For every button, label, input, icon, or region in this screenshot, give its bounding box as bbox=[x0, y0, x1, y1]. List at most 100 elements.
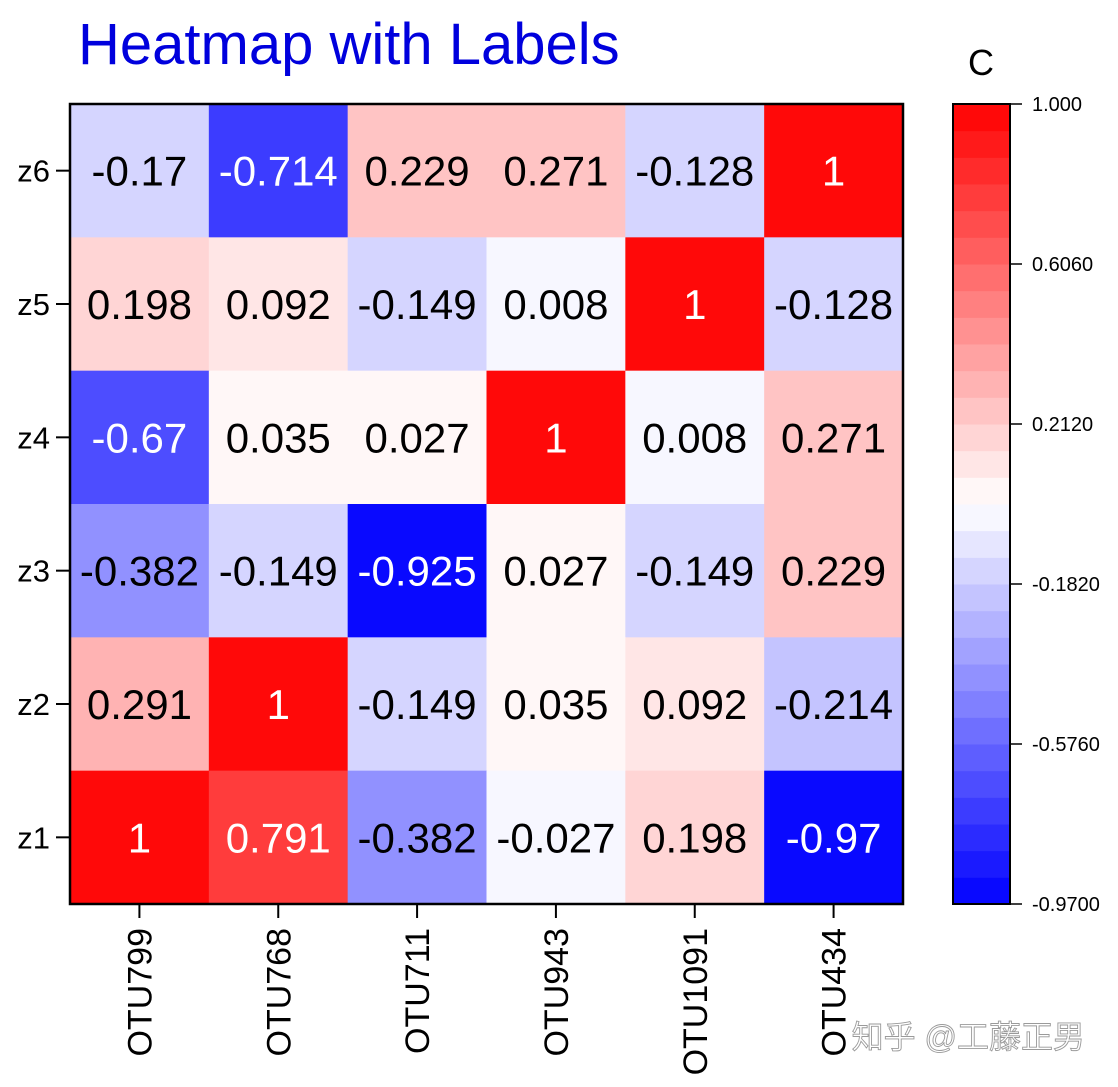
colorbar-tick-label: 0.6060 bbox=[1032, 254, 1093, 276]
heatmap-cell bbox=[208, 504, 349, 638]
colorbar-level bbox=[953, 557, 1010, 585]
colorbar-level bbox=[953, 264, 1010, 292]
colorbar-level bbox=[953, 237, 1010, 265]
colorbar-tick-label: -0.5760 bbox=[1032, 734, 1100, 756]
heatmap-cell bbox=[764, 504, 904, 638]
colorbar-title: C bbox=[968, 42, 994, 83]
cell-label: 0.092 bbox=[226, 281, 331, 328]
cell-label: 1 bbox=[822, 148, 845, 195]
cell-label: 0.198 bbox=[642, 814, 747, 861]
cell-label: -0.714 bbox=[219, 148, 338, 195]
colorbar-tick-label: -0.1820 bbox=[1032, 574, 1100, 596]
cell-label: 0.198 bbox=[87, 281, 192, 328]
cell-label: 1 bbox=[683, 281, 706, 328]
y-tick-label: z2 bbox=[17, 687, 50, 722]
cell-label: -0.382 bbox=[80, 548, 199, 595]
colorbar-level bbox=[953, 584, 1010, 612]
colorbar-level bbox=[953, 210, 1010, 238]
colorbar-level bbox=[953, 104, 1010, 132]
heatmap-cell bbox=[70, 237, 210, 372]
cell-label: 0.008 bbox=[503, 281, 608, 328]
cell-label: 0.271 bbox=[503, 148, 608, 195]
heatmap-cell bbox=[764, 370, 904, 505]
colorbar-level bbox=[953, 184, 1010, 212]
heatmap-cells bbox=[70, 104, 904, 905]
heatmap-cell bbox=[70, 637, 210, 772]
cell-label: 0.035 bbox=[226, 414, 331, 461]
y-tick-label: z4 bbox=[17, 420, 50, 455]
cell-label: 0.791 bbox=[226, 814, 331, 861]
cell-label: -0.97 bbox=[786, 814, 882, 861]
colorbar-tick-label: -0.9700 bbox=[1032, 894, 1100, 916]
heatmap-cell bbox=[486, 237, 626, 372]
y-tick-label: z1 bbox=[17, 820, 50, 855]
colorbar-level bbox=[953, 397, 1010, 425]
chart-title: Heatmap with Labels bbox=[78, 12, 620, 77]
x-tick-label: OTU799 bbox=[121, 928, 159, 1057]
cell-label: -0.149 bbox=[635, 548, 754, 595]
x-tick-label: OTU943 bbox=[538, 928, 576, 1057]
colorbar-frame bbox=[952, 103, 1011, 905]
cell-label: 0.229 bbox=[365, 148, 470, 195]
colorbar-level bbox=[953, 130, 1010, 158]
heatmap-cell bbox=[347, 237, 488, 372]
heatmap-cell bbox=[486, 104, 626, 238]
cell-label: 0.271 bbox=[781, 414, 886, 461]
heatmap-cell bbox=[347, 637, 488, 772]
heatmap-cell bbox=[764, 237, 904, 372]
cell-label: -0.149 bbox=[358, 681, 477, 728]
y-axis: z6 z5 z4 z3 z2 z1 bbox=[17, 154, 70, 855]
colorbar-level bbox=[953, 877, 1010, 905]
watermark: 知乎 @工藤正男 bbox=[852, 1019, 1085, 1055]
cell-label: 0.035 bbox=[503, 681, 608, 728]
heatmap-cell bbox=[486, 504, 626, 638]
colorbar-level bbox=[953, 850, 1010, 878]
heatmap-cell bbox=[208, 104, 349, 238]
cell-label: -0.214 bbox=[774, 681, 893, 728]
colorbar-level bbox=[953, 424, 1010, 452]
heatmap-cell bbox=[208, 237, 349, 372]
heatmap-cell bbox=[625, 504, 765, 638]
y-tick-label: z3 bbox=[17, 554, 50, 589]
x-tick-label: OTU1091 bbox=[677, 928, 715, 1075]
colorbar-tick-label: 0.2120 bbox=[1032, 414, 1093, 436]
heatmap-cell bbox=[70, 504, 210, 638]
cell-label: 1 bbox=[544, 414, 567, 461]
heatmap-cell bbox=[208, 370, 349, 505]
colorbar-level bbox=[953, 317, 1010, 345]
cell-label: -0.149 bbox=[358, 281, 477, 328]
x-axis: OTU799 OTU768 OTU711 OTU943 OTU1091 OTU434 bbox=[121, 904, 854, 1075]
cell-label: -0.67 bbox=[92, 414, 188, 461]
colorbar-level bbox=[953, 690, 1010, 718]
heatmap-cell bbox=[208, 637, 349, 772]
colorbar-level bbox=[953, 610, 1010, 638]
cell-label: -0.149 bbox=[219, 548, 338, 595]
heatmap-cell bbox=[486, 637, 626, 772]
heatmap-cell bbox=[347, 104, 488, 238]
colorbar-level bbox=[953, 530, 1010, 558]
heatmap-cell bbox=[625, 370, 765, 505]
colorbar-level bbox=[953, 797, 1010, 825]
colorbar-axis: 1.000 0.6060 0.2120 -0.1820 -0.5760 -0.9700 bbox=[1010, 94, 1100, 916]
x-tick-label: OTU768 bbox=[260, 928, 298, 1057]
heatmap-cell bbox=[625, 104, 765, 238]
plot-frame bbox=[68, 102, 905, 906]
cell-label: 0.092 bbox=[642, 681, 747, 728]
cell-label: -0.17 bbox=[92, 148, 188, 195]
cell-label: -0.027 bbox=[496, 814, 615, 861]
heatmap-cell bbox=[486, 770, 626, 905]
heatmap-cell bbox=[764, 637, 904, 772]
colorbar-level bbox=[953, 344, 1010, 372]
x-tick-label: OTU711 bbox=[399, 928, 437, 1054]
heatmap-cell bbox=[347, 370, 488, 505]
cell-label: 0.229 bbox=[781, 548, 886, 595]
cell-label: -0.128 bbox=[774, 281, 893, 328]
cell-label: 0.027 bbox=[365, 414, 470, 461]
x-tick-label: OTU434 bbox=[816, 928, 854, 1057]
cell-label: 0.008 bbox=[642, 414, 747, 461]
colorbar-level bbox=[953, 637, 1010, 665]
colorbar-level bbox=[953, 450, 1010, 478]
heatmap-cell bbox=[208, 770, 349, 905]
